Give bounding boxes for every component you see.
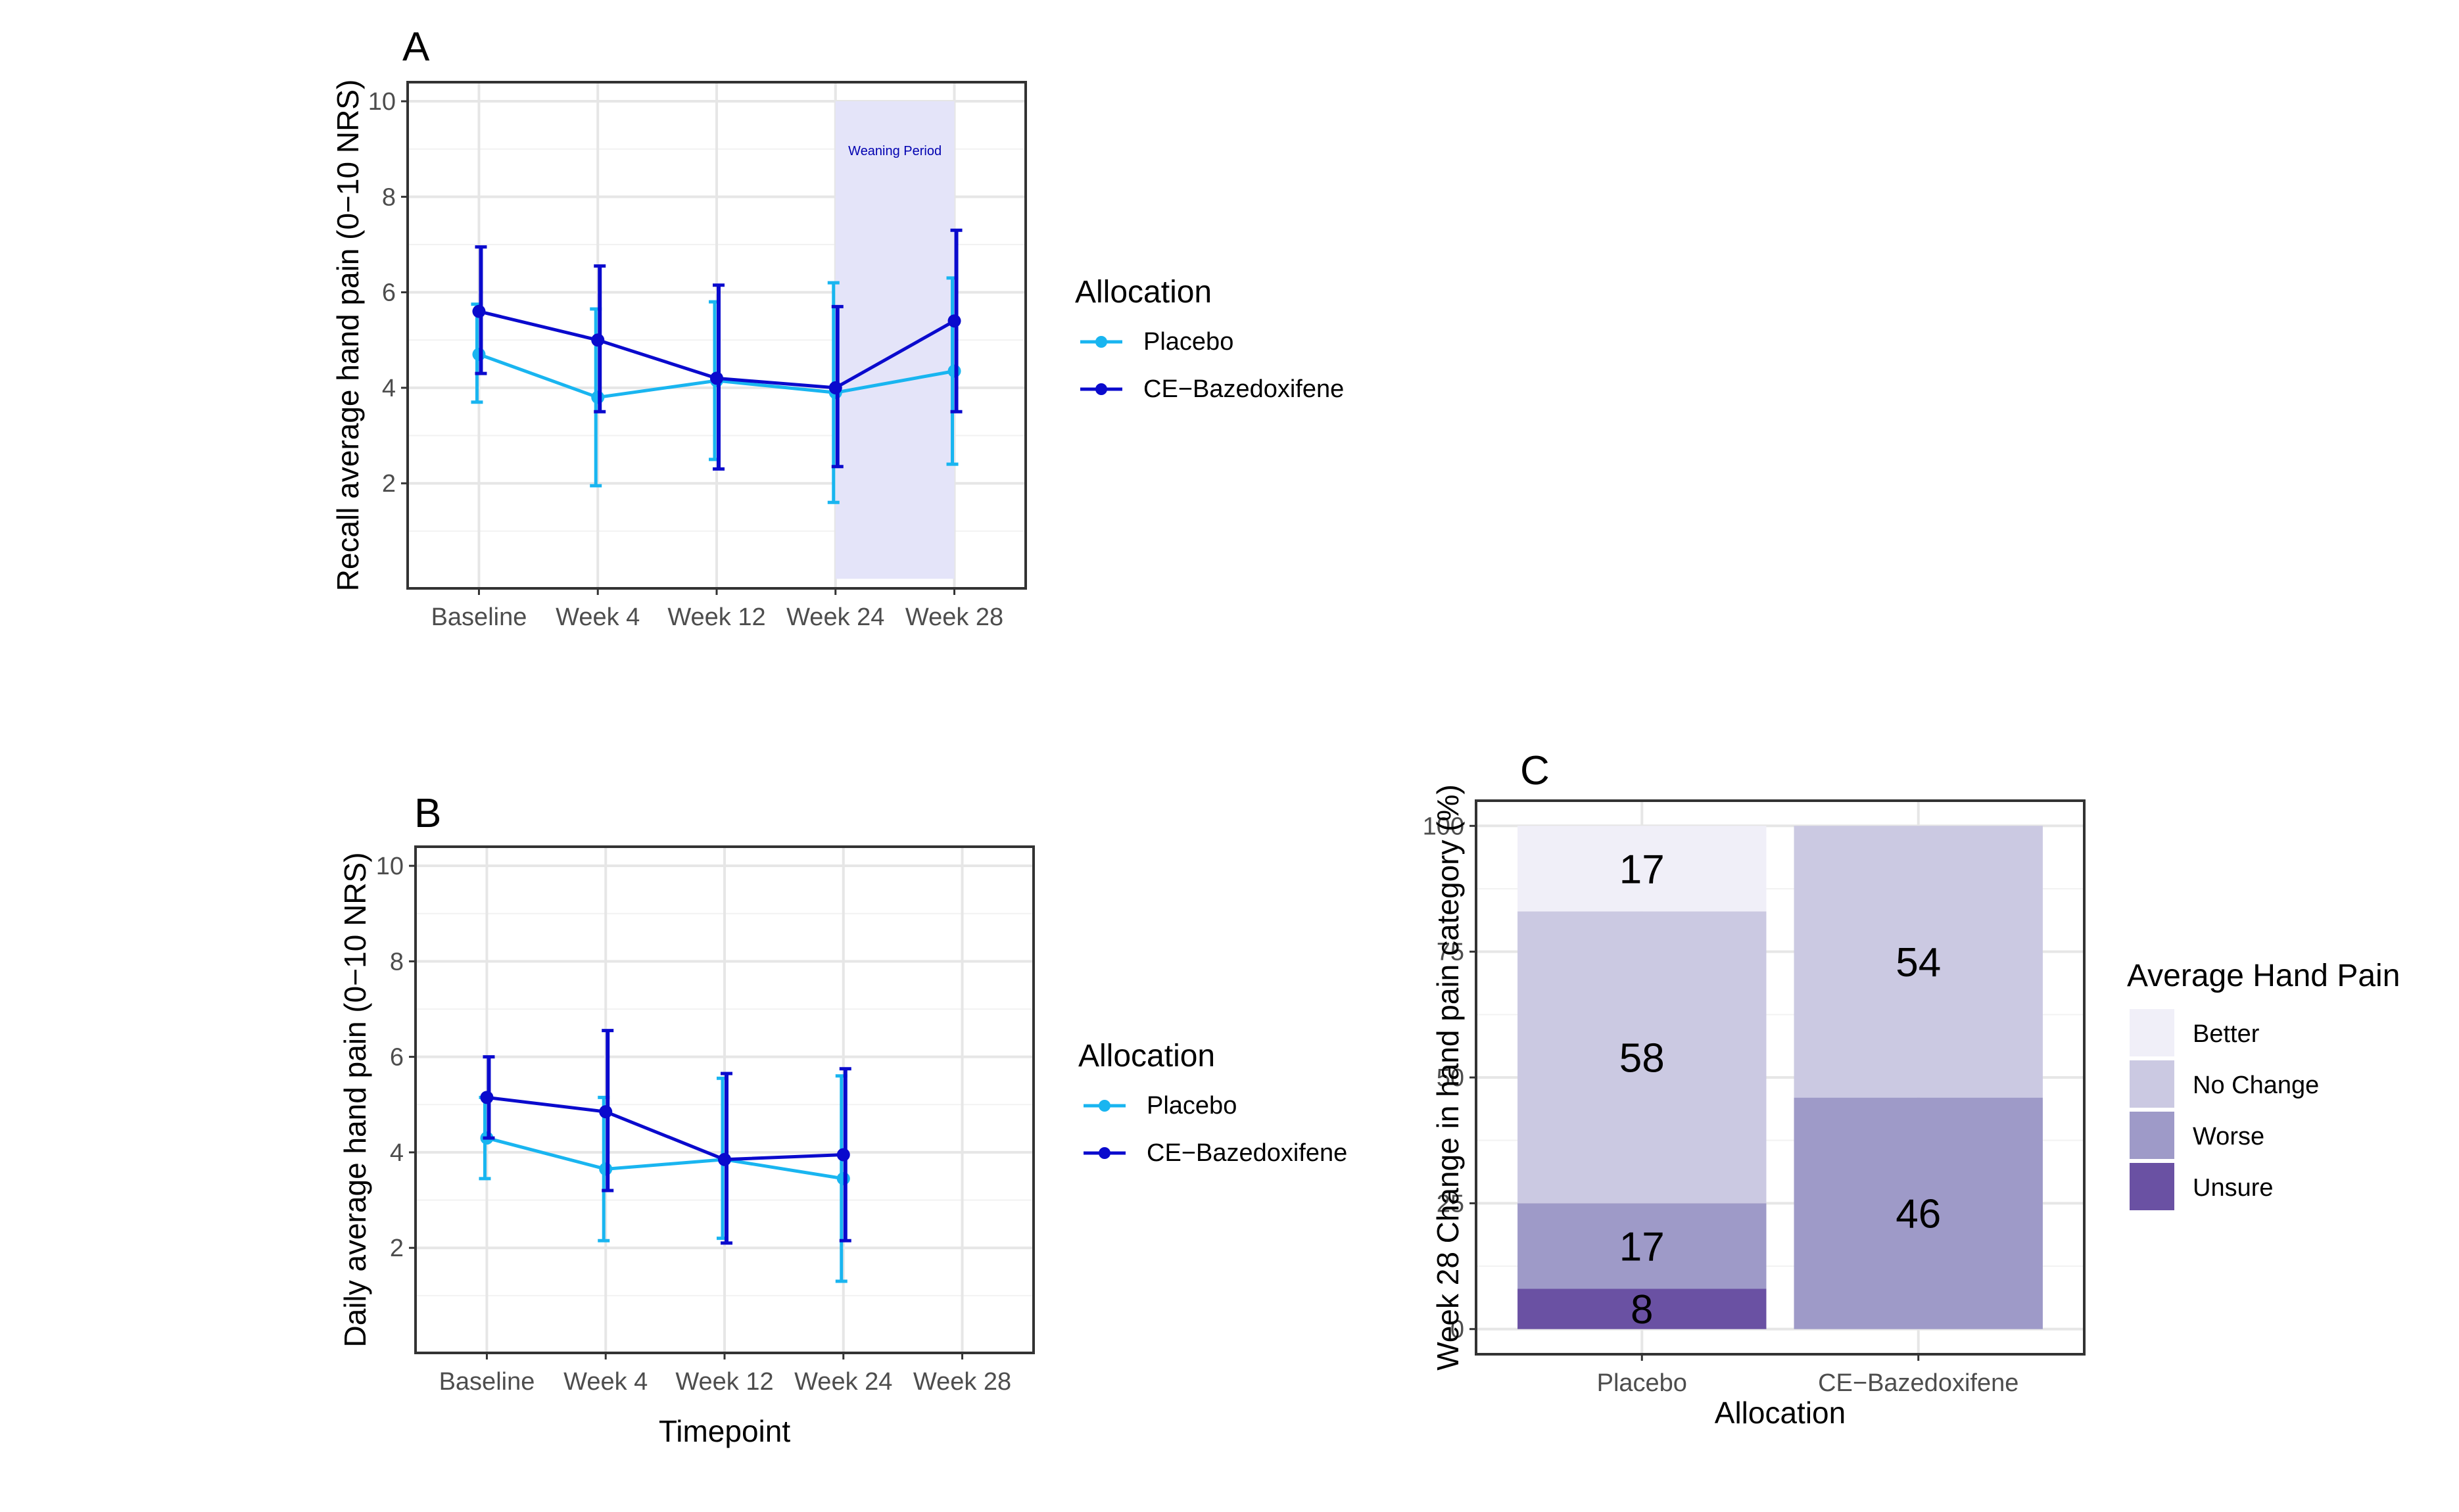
series-line: [486, 1136, 844, 1181]
bar-segment-no-change: [1794, 826, 2043, 1098]
bar-value-label: 8: [1631, 1287, 1653, 1333]
bar-segment-worse: [1794, 1097, 2043, 1329]
y-tick-label: 10: [368, 88, 396, 116]
legend-key-point: [1099, 1100, 1110, 1112]
data-point: [710, 371, 723, 385]
bar-value-label: 46: [1896, 1192, 1941, 1237]
panel-b: 2 4 6 8 10 Baseline Week 4 Week 12 Week 24 Week 2…: [338, 791, 1347, 1448]
x-tick-label: Week 12: [675, 1368, 773, 1396]
x-tick-label: Placebo: [1597, 1369, 1687, 1397]
legend-key-point: [1095, 383, 1107, 395]
legend-entry: Better: [2193, 1020, 2260, 1048]
legend-entry: No Change: [2193, 1072, 2319, 1099]
y-tick-label: 6: [382, 279, 396, 307]
data-point: [836, 1148, 850, 1162]
x-tick-label: Baseline: [439, 1368, 535, 1396]
y-tick-label: 0: [1450, 1316, 1464, 1344]
legend: Average Hand Pain Better No Change Worse Uns…: [2127, 958, 2400, 1210]
plot-border: [406, 81, 1027, 590]
y-tick-label: 8: [390, 948, 404, 976]
x-tick-label: Week 12: [667, 603, 765, 631]
x-axis-title: Allocation: [1715, 1396, 1846, 1430]
series-ce-bazedoxifene: [480, 1029, 851, 1245]
data-point: [591, 333, 605, 347]
y-axis-title: Recall average hand pain (0−10 NRS): [331, 80, 365, 592]
y-tick-label: 10: [376, 853, 404, 880]
x-tick-label: Week 4: [556, 603, 640, 631]
bar-value-label: 17: [1619, 1224, 1665, 1269]
bar-segment-unsure: [1517, 1288, 1767, 1329]
x-tick-label: Week 28: [913, 1368, 1011, 1396]
legend-entry: Placebo: [1147, 1092, 1237, 1120]
legend-key-point: [1095, 336, 1107, 348]
y-tick-label: 6: [390, 1044, 404, 1072]
series-line: [487, 1095, 844, 1162]
data-point: [718, 1152, 731, 1166]
x-tick-label: Week 24: [786, 603, 884, 631]
x-tick-label: Baseline: [431, 603, 527, 631]
y-tick-label: 75: [1437, 939, 1464, 966]
bar-segment-no-change: [1517, 911, 1767, 1204]
series-ce-bazedoxifene: [472, 228, 963, 471]
legend-entry: CE−Bazedoxifene: [1143, 375, 1344, 403]
bar-segment-worse: [1517, 1203, 1767, 1289]
legend-key-swatch: [2130, 1060, 2174, 1108]
x-tick-label: Week 28: [905, 603, 1003, 631]
legend-key-swatch: [2130, 1009, 2174, 1056]
data-point: [480, 1091, 494, 1104]
y-tick-label: 4: [390, 1139, 404, 1167]
legend: Allocation Placebo CE−Bazedoxifene: [1075, 275, 1344, 403]
legend-title: Allocation: [1078, 1039, 1215, 1074]
legend-entry: Worse: [2193, 1123, 2264, 1150]
data-point: [472, 304, 486, 318]
legend-title: Average Hand Pain: [2127, 958, 2400, 993]
y-tick-label: 2: [382, 470, 396, 498]
legend-entry: CE−Bazedoxifene: [1147, 1139, 1347, 1167]
x-tick-label: CE−Bazedoxifene: [1818, 1369, 2018, 1397]
legend-key-swatch: [2130, 1112, 2174, 1159]
legend-title: Allocation: [1075, 275, 1212, 310]
bar-value-label: 54: [1896, 940, 1941, 985]
bar-value-label: 58: [1619, 1035, 1665, 1081]
x-tick-label: Week 24: [794, 1368, 892, 1396]
legend-key-swatch: [2130, 1163, 2174, 1210]
weaning-period-region: [835, 101, 955, 579]
y-tick-label: 100: [1423, 813, 1464, 840]
data-point: [947, 314, 961, 328]
legend-key-point: [1099, 1147, 1110, 1159]
y-tick-label: 50: [1437, 1064, 1464, 1092]
data-point: [828, 381, 842, 394]
x-axis-title: Timepoint: [659, 1414, 790, 1448]
data-point: [599, 1105, 613, 1119]
y-axis-title: Daily average hand pain (0−10 NRS): [338, 852, 372, 1347]
y-tick-label: 25: [1437, 1190, 1464, 1217]
panel-c: 0 25 50 75 100 8 17 58 17 Placebo 46 54 CE−Bazedoxif…: [1423, 748, 2400, 1430]
y-tick-label: 2: [390, 1235, 404, 1262]
y-axis-title: Week 28 Change in hand pain category (%): [1431, 784, 1465, 1371]
panel-letter: C: [1520, 748, 1550, 793]
panel-letter: B: [414, 791, 441, 836]
legend-entry: Placebo: [1143, 328, 1233, 356]
y-tick-label: 8: [382, 183, 396, 211]
bar-value-label: 17: [1619, 847, 1665, 892]
legend-entry: Unsure: [2193, 1174, 2274, 1202]
legend: Allocation Placebo CE−Bazedoxifene: [1078, 1039, 1347, 1167]
x-tick-label: Week 4: [563, 1368, 648, 1396]
bar-segment-better: [1517, 826, 1767, 912]
panel-letter: A: [402, 24, 430, 70]
plot-border: [414, 845, 1035, 1354]
series-placebo: [479, 1074, 850, 1283]
y-tick-label: 4: [382, 375, 396, 402]
plot-border: [1475, 799, 2086, 1356]
weaning-period-label: Weaning Period: [848, 144, 942, 158]
panel-a: 2 4 6 8 10 Baseline Week 4 Week 12 Week 24 Week 2…: [331, 24, 1344, 631]
